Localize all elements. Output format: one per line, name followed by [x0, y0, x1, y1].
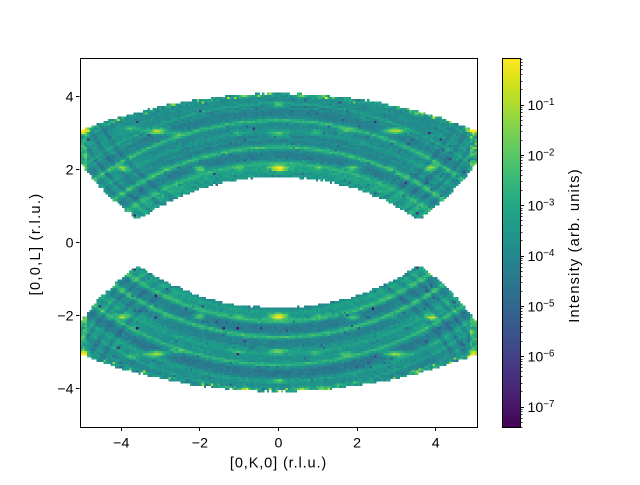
svg-text:0: 0 [66, 235, 74, 251]
svg-text:2: 2 [66, 162, 74, 178]
svg-text:0: 0 [275, 436, 283, 452]
svg-text:Intensity (arb. units): Intensity (arb. units) [567, 168, 583, 323]
svg-text:−2: −2 [192, 436, 208, 452]
svg-text:[0,K,0] (r.l.u.): [0,K,0] (r.l.u.) [230, 456, 327, 472]
svg-text:2: 2 [353, 436, 361, 452]
svg-text:[0,0,L] (r.l.u.): [0,0,L] (r.l.u.) [28, 193, 44, 296]
svg-text:4: 4 [66, 89, 74, 105]
svg-text:−4: −4 [113, 436, 129, 452]
svg-text:4: 4 [432, 436, 440, 452]
svg-text:−2: −2 [57, 308, 73, 324]
svg-text:−4: −4 [57, 382, 73, 398]
